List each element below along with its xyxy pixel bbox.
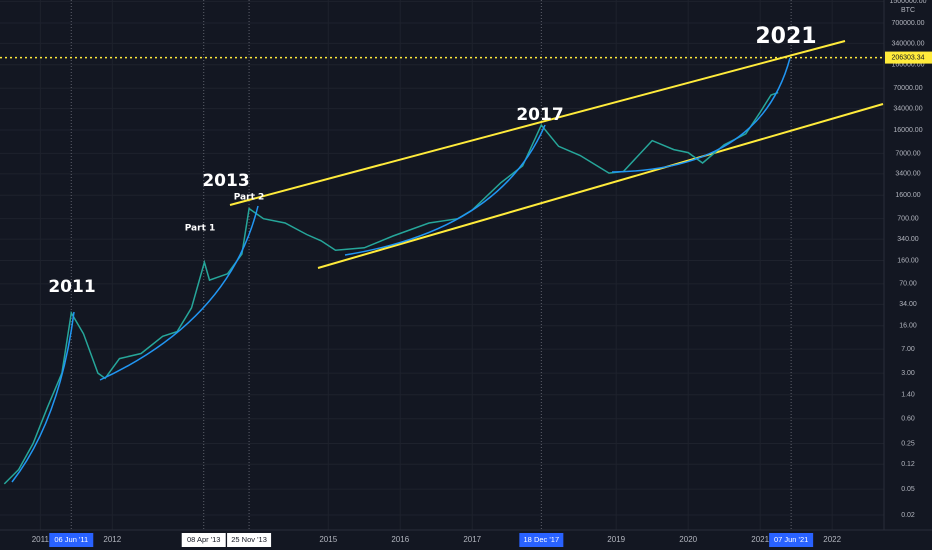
price-line	[3, 91, 779, 485]
y-axis-panel	[884, 0, 932, 550]
date-marker-label: 25 Nov '13	[231, 535, 267, 544]
date-marker-label: 08 Apr '13	[187, 535, 221, 544]
plot	[0, 56, 884, 485]
date-marker-box	[519, 533, 564, 547]
grid	[0, 0, 884, 530]
y-tick-label: 70.00	[899, 281, 917, 288]
arc	[99, 205, 259, 381]
arc	[344, 124, 546, 256]
y-tick-label: 0.25	[901, 440, 915, 447]
y-tick-label: 1600.00	[895, 192, 920, 199]
y-tick-label: 340.00	[897, 236, 919, 243]
y-tick-label: 3.00	[901, 370, 915, 377]
y-tick-label: 340000.00	[891, 40, 924, 47]
y-tick-label: 3400.00	[895, 171, 920, 178]
y-tick-label: 160000.00	[891, 62, 924, 69]
x-tick-label: 2019	[607, 535, 625, 544]
price-level-label: 206303.34	[891, 54, 924, 61]
upper-trendline	[229, 40, 846, 206]
x-tick-label: 2021	[751, 535, 769, 544]
x-tick-label: 2017	[463, 535, 481, 544]
date-marker-box	[227, 533, 272, 547]
annotation: 2021	[755, 24, 816, 49]
annotation: Part 1	[185, 224, 216, 234]
x-tick-label: 2022	[823, 535, 841, 544]
y-tick-label: 0.05	[901, 486, 915, 493]
y-tick-label: 0.60	[901, 416, 915, 423]
date-marker-label: 07 Jun '21	[774, 535, 808, 544]
annotation: Part 2	[234, 193, 265, 203]
x-tick-label: 2020	[679, 535, 697, 544]
y-tick-label: 700.00	[897, 215, 919, 222]
axes: 0.02 0.05 0.12 0.25 0.60 1.40 3.00 7.00 16.00 34.…	[32, 0, 932, 547]
y-tick-label: 0.02	[901, 512, 915, 519]
y-tick-label: 1.40	[901, 392, 915, 399]
annotation: 2017	[516, 105, 563, 125]
currency-label: BTC	[901, 7, 915, 14]
date-marker-box	[769, 533, 814, 547]
x-tick-label: 2012	[103, 535, 121, 544]
lower-trendline	[317, 103, 884, 269]
y-tick-label: 34.00	[899, 301, 917, 308]
x-tick-label: 2011	[32, 535, 50, 544]
price-level-box	[885, 51, 932, 64]
date-marker-box	[181, 533, 226, 547]
y-tick-label: 700000.00	[891, 20, 924, 27]
annotation: 2011	[48, 277, 95, 297]
y-tick-label: 16.00	[899, 323, 917, 330]
y-tick-label: 70000.00	[893, 85, 922, 92]
y-tick-label: 1500000.00	[890, 0, 927, 5]
x-tick-label: 2015	[319, 535, 337, 544]
x-tick-label: 2016	[391, 535, 409, 544]
y-tick-label: 7.00	[901, 346, 915, 353]
y-tick-label: 0.12	[901, 461, 915, 468]
date-marker-box	[49, 533, 94, 547]
y-tick-label: 16000.00	[893, 127, 922, 134]
date-marker-label: 18 Dec '17	[524, 535, 560, 544]
arc	[611, 57, 791, 173]
y-tick-label: 7000.00	[895, 150, 920, 157]
y-tick-label: 34000.00	[893, 105, 922, 112]
date-marker-label: 06 Jun '11	[54, 535, 88, 544]
annotation: 2013	[202, 171, 249, 191]
y-tick-label: 160.00	[897, 257, 919, 264]
arc	[11, 311, 75, 483]
